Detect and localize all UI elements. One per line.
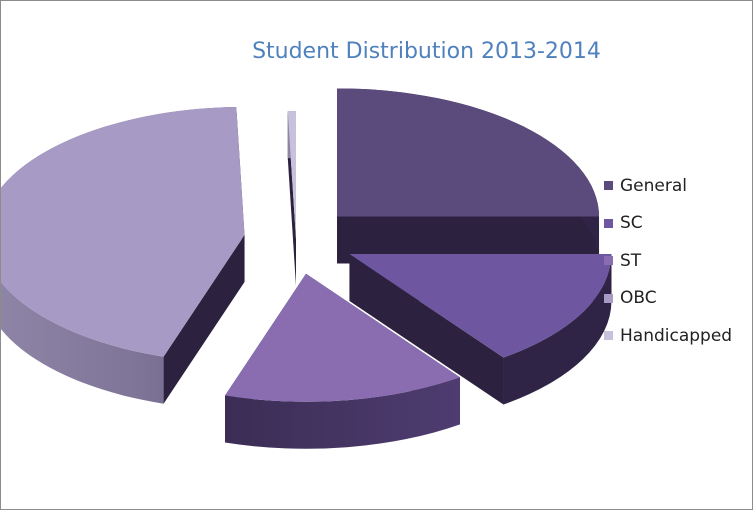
slice-side bbox=[503, 253, 612, 405]
pie-slice-handicapped bbox=[287, 111, 296, 286]
pie-slice-obc bbox=[1, 107, 245, 404]
legend-item-obc: OBC bbox=[604, 280, 749, 318]
legend-label: General bbox=[620, 175, 687, 196]
slice-wall bbox=[163, 234, 245, 404]
pie-slice-st bbox=[225, 273, 461, 449]
legend-item-sc: SC bbox=[604, 205, 749, 243]
legend-label: OBC bbox=[620, 288, 657, 309]
legend-swatch bbox=[604, 256, 613, 266]
pie-slice-general bbox=[337, 88, 600, 264]
legend-item-st: ST bbox=[604, 242, 749, 280]
chart-title: Student Distribution 2013-2014 bbox=[252, 39, 601, 64]
legend-swatch bbox=[604, 218, 613, 228]
slice-side bbox=[225, 377, 461, 449]
legend-label: Handicapped bbox=[620, 325, 733, 346]
slice-top bbox=[287, 111, 296, 239]
legend-swatch bbox=[604, 331, 613, 341]
legend-item-handicapped: Handicapped bbox=[604, 317, 749, 355]
slice-wall bbox=[349, 253, 504, 405]
legend-label: SC bbox=[620, 213, 643, 234]
legend-swatch bbox=[604, 293, 613, 303]
legend-swatch bbox=[604, 181, 613, 191]
slice-top bbox=[337, 88, 600, 217]
slice-top bbox=[225, 273, 461, 402]
slice-top bbox=[1, 107, 245, 357]
legend-item-general: General bbox=[604, 167, 749, 205]
legend-label: ST bbox=[620, 250, 642, 271]
slice-wall bbox=[337, 216, 600, 264]
legend: General SC ST OBC Handicapped bbox=[604, 167, 749, 355]
pie-slice-sc bbox=[349, 253, 612, 405]
slice-top bbox=[349, 253, 612, 358]
